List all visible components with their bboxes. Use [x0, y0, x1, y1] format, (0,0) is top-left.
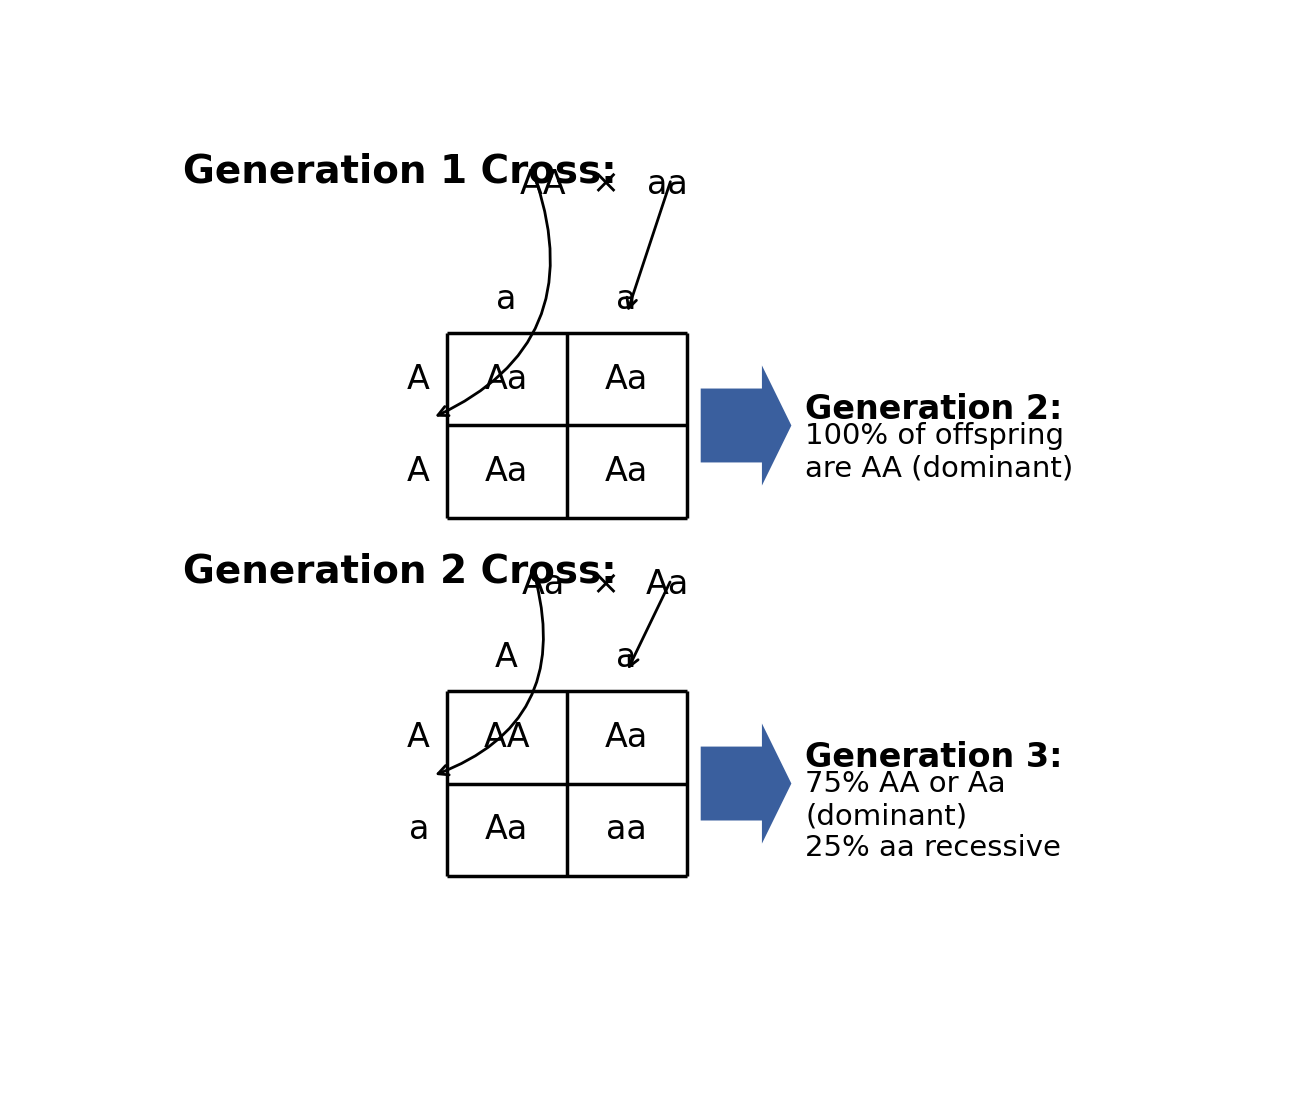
- Text: 100% of offspring
are AA (dominant): 100% of offspring are AA (dominant): [805, 422, 1073, 482]
- Text: A: A: [407, 721, 429, 754]
- Text: a: a: [617, 641, 637, 674]
- Text: 75% AA or Aa
(dominant)
25% aa recessive: 75% AA or Aa (dominant) 25% aa recessive: [805, 770, 1062, 862]
- Text: aa: aa: [606, 814, 647, 847]
- Text: ×: ×: [592, 167, 619, 200]
- Text: Aa: Aa: [484, 455, 529, 488]
- Polygon shape: [700, 366, 792, 486]
- Text: Generation 3:: Generation 3:: [805, 741, 1063, 774]
- Text: a: a: [410, 814, 429, 847]
- Text: AA: AA: [520, 167, 567, 200]
- Text: Aa: Aa: [522, 568, 565, 601]
- Text: Generation 2:: Generation 2:: [805, 393, 1063, 426]
- Text: Generation 1 Cross:: Generation 1 Cross:: [183, 152, 617, 190]
- Text: Aa: Aa: [605, 363, 648, 395]
- Text: Aa: Aa: [484, 814, 529, 847]
- Text: a: a: [617, 283, 637, 316]
- Text: Aa: Aa: [605, 721, 648, 754]
- Text: a: a: [496, 283, 517, 316]
- Text: aa: aa: [647, 167, 687, 200]
- Text: Aa: Aa: [605, 455, 648, 488]
- Text: Aa: Aa: [645, 568, 689, 601]
- Text: A: A: [495, 641, 518, 674]
- Text: A: A: [407, 363, 429, 395]
- Text: AA: AA: [483, 721, 530, 754]
- Polygon shape: [700, 723, 792, 843]
- Text: ×: ×: [592, 568, 619, 601]
- Text: A: A: [407, 455, 429, 488]
- Text: Aa: Aa: [484, 363, 529, 395]
- Text: Generation 2 Cross:: Generation 2 Cross:: [183, 553, 617, 590]
